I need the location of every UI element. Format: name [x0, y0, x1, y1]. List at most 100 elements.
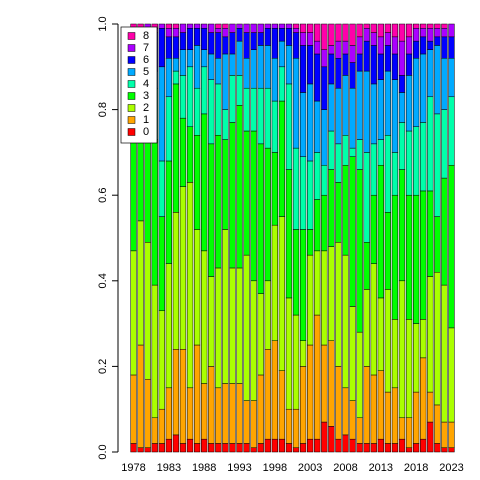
bar-segment: [299, 23, 307, 33]
bar-segment: [363, 40, 370, 72]
bar-segment: [384, 135, 392, 213]
bar-segment: [208, 366, 215, 444]
bar-segment: [321, 194, 328, 252]
bar-segment: [201, 438, 208, 453]
bar-segment: [257, 32, 264, 46]
bar-segment: [222, 383, 229, 444]
bar-segment: [307, 344, 314, 440]
bar-segment: [222, 23, 229, 29]
bar-segment: [172, 28, 180, 38]
bar-segment: [222, 28, 229, 38]
bar-segment: [328, 53, 335, 85]
bar-segment: [292, 229, 300, 316]
bar-segment: [264, 28, 271, 46]
bar-segment: [130, 250, 137, 376]
y-tick-label: 0.2: [97, 359, 109, 374]
bar-segment: [314, 250, 321, 316]
bar-segment: [292, 28, 300, 33]
bar-segment: [278, 28, 286, 42]
bar-segment: [448, 164, 455, 329]
bar-segment: [434, 113, 441, 217]
bar-segment: [384, 70, 392, 136]
bar-segment: [434, 23, 441, 29]
bar-segment: [179, 443, 187, 453]
bar-segment: [441, 23, 448, 29]
bar-segment: [434, 36, 441, 46]
bar-segment: [278, 23, 286, 29]
bar-segment: [342, 387, 349, 436]
legend-swatch: [127, 92, 136, 100]
bar-segment: [144, 378, 151, 448]
bar-segment: [412, 126, 420, 196]
bar-segment: [384, 289, 392, 393]
bar-segment: [314, 40, 321, 55]
bar-segment: [349, 45, 356, 63]
bar-segment: [342, 40, 349, 55]
bar-segment: [377, 23, 384, 38]
bar-segment: [448, 36, 455, 59]
bar-segment: [391, 387, 399, 444]
bar-segment: [222, 53, 229, 110]
bar-segment: [377, 438, 384, 453]
bar-segment: [307, 160, 314, 230]
bar-segment: [250, 23, 257, 33]
bar-segment: [172, 36, 180, 59]
bar-segment: [292, 57, 300, 149]
bar-segment: [257, 23, 264, 33]
bar-segment: [427, 421, 434, 453]
bar-segment: [370, 263, 377, 376]
bar-segment: [356, 169, 363, 333]
bar-segment: [420, 190, 427, 320]
bar-segment: [335, 242, 342, 367]
bar-segment: [328, 130, 335, 170]
bar-segment: [398, 417, 406, 440]
legend-swatch: [127, 80, 136, 88]
bar-segment: [201, 49, 208, 68]
bar-segment: [427, 23, 434, 29]
bar-segment: [363, 366, 370, 444]
bar-segment: [229, 23, 236, 33]
bar-segment: [179, 349, 187, 444]
bar-segment: [349, 23, 356, 46]
bar-segment: [137, 447, 144, 453]
legend-swatch: [127, 116, 136, 124]
bar-segment: [151, 443, 158, 453]
bar-segment: [158, 28, 165, 68]
bar-segment: [158, 216, 165, 312]
bar-segment: [278, 438, 286, 453]
bar-segment: [405, 36, 413, 55]
bar-segment: [271, 152, 278, 226]
bar-segment: [299, 340, 307, 367]
bar-segment: [398, 40, 406, 76]
bar-segment: [335, 143, 342, 183]
bar-segment: [412, 23, 420, 29]
bar-segment: [391, 79, 399, 153]
bar-segment: [335, 182, 342, 243]
bar-segment: [215, 135, 222, 269]
bar-segment: [229, 122, 236, 269]
bar-segment: [264, 147, 271, 282]
bar-segment: [208, 143, 215, 277]
bar-segment: [215, 443, 222, 453]
bar-segment: [377, 36, 384, 55]
bar-segment: [285, 169, 293, 299]
bar-segment: [165, 96, 173, 162]
bar-segment: [151, 284, 158, 419]
bar-segment: [292, 447, 300, 453]
bar-segment: [292, 314, 300, 410]
bar-segment: [335, 23, 342, 42]
legend-label: 6: [143, 54, 149, 66]
bar-segment: [243, 400, 250, 444]
bar-segment: [391, 36, 399, 55]
bar-segment: [250, 280, 257, 401]
bar-segment: [222, 109, 229, 140]
bar-segment: [321, 109, 328, 166]
bar-segment: [412, 28, 420, 42]
y-tick-label: 0.0: [97, 444, 109, 459]
bar-segment: [398, 169, 406, 282]
bar-segment: [208, 23, 215, 33]
bar-segment: [193, 45, 201, 89]
bar-segment: [215, 387, 222, 444]
bar-segment: [363, 242, 370, 290]
